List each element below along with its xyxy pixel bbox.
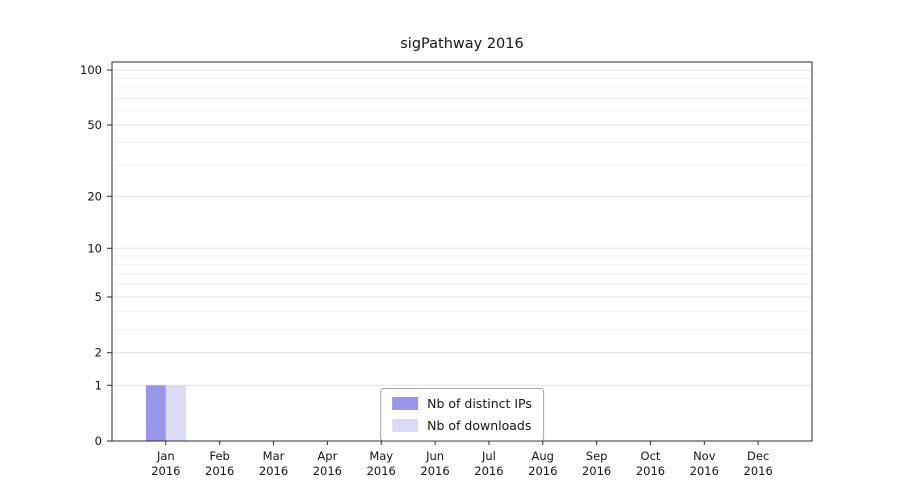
x-tick-label-year: 2016 <box>636 464 665 478</box>
x-tick-label-month: Feb <box>210 449 230 463</box>
bar-downloads <box>165 385 186 441</box>
x-tick-label-month: Apr <box>317 449 337 463</box>
y-tick-label: 10 <box>87 241 102 255</box>
x-tick-label-year: 2016 <box>151 464 180 478</box>
x-tick-label-year: 2016 <box>205 464 234 478</box>
legend-label-downloads: Nb of downloads <box>427 418 532 433</box>
legend-item-downloads: Nb of downloads <box>392 418 532 433</box>
legend-swatch-downloads <box>392 419 419 432</box>
x-tick-label-month: Nov <box>693 449 716 463</box>
x-tick-label-month: Dec <box>747 449 769 463</box>
x-tick-label-year: 2016 <box>474 464 503 478</box>
y-tick-label: 5 <box>95 290 102 304</box>
x-tick-label-year: 2016 <box>528 464 557 478</box>
y-tick-label: 2 <box>95 346 102 360</box>
x-tick-label-month: Jul <box>481 449 496 463</box>
x-tick-label-year: 2016 <box>420 464 449 478</box>
y-tick-label: 50 <box>87 118 102 132</box>
legend: Nb of distinct IPs Nb of downloads <box>380 388 544 441</box>
legend-swatch-distinct-ips <box>392 397 419 410</box>
legend-item-distinct-ips: Nb of distinct IPs <box>392 396 532 411</box>
x-tick-label-year: 2016 <box>259 464 288 478</box>
x-tick-label-month: Jan <box>156 449 175 463</box>
x-tick-label-month: Oct <box>641 449 661 463</box>
x-tick-label-year: 2016 <box>582 464 611 478</box>
x-tick-label-month: May <box>369 449 393 463</box>
x-tick-label-year: 2016 <box>313 464 342 478</box>
y-tick-label: 0 <box>95 434 102 448</box>
legend-label-distinct-ips: Nb of distinct IPs <box>427 396 532 411</box>
x-tick-label-month: Sep <box>586 449 608 463</box>
x-tick-label-month: Jun <box>425 449 444 463</box>
y-tick-label: 20 <box>87 189 102 203</box>
x-tick-label-month: Mar <box>263 449 285 463</box>
y-tick-label: 1 <box>95 378 102 392</box>
x-tick-label-year: 2016 <box>367 464 396 478</box>
y-tick-label: 100 <box>80 63 102 77</box>
plot-border <box>111 61 813 442</box>
bar-distinct-ips <box>145 385 166 441</box>
x-tick-label-month: Aug <box>532 449 554 463</box>
chart-title: sigPathway 2016 <box>400 36 524 52</box>
x-tick-label-year: 2016 <box>690 464 719 478</box>
x-tick-label-year: 2016 <box>744 464 773 478</box>
